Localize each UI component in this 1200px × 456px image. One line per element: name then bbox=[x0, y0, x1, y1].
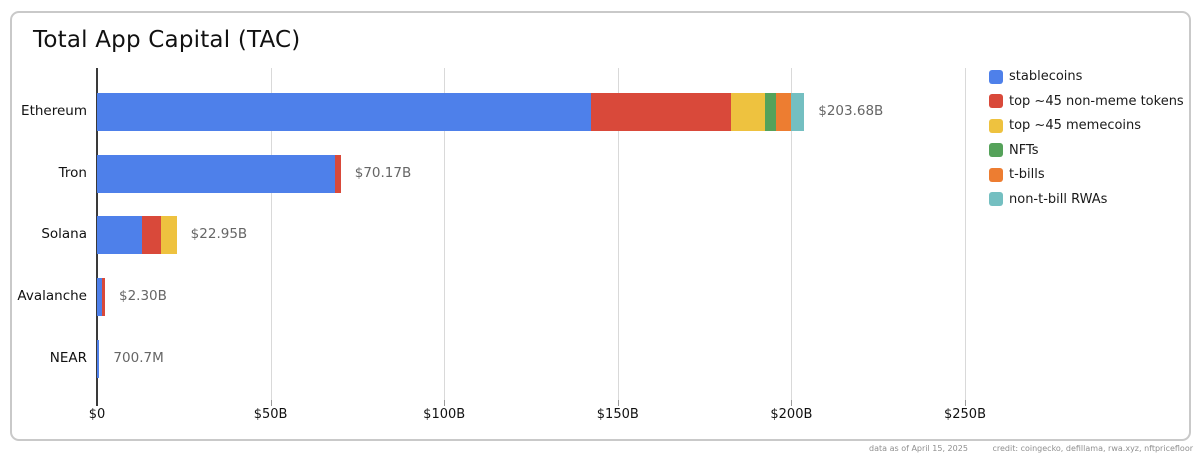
bar-segment-top-45-memecoins bbox=[730, 93, 765, 131]
bar-segment-top-45-non-meme-tokens bbox=[102, 278, 105, 317]
legend-swatch bbox=[989, 118, 1003, 133]
bar-value-label: $2.30B bbox=[118, 288, 167, 305]
legend-swatch bbox=[989, 192, 1003, 206]
row-label-avalanche: Avalanche bbox=[17, 288, 87, 305]
x-tick-label: $200B bbox=[770, 407, 813, 422]
gridline bbox=[617, 68, 619, 400]
legend-swatch bbox=[989, 143, 1003, 157]
x-axis-tick bbox=[617, 400, 619, 406]
legend-label: non-t-bill RWAs bbox=[1009, 191, 1108, 207]
gridline bbox=[444, 68, 446, 400]
bar-segment-stablecoins bbox=[97, 278, 103, 317]
x-axis-tick bbox=[270, 400, 272, 406]
gridline bbox=[270, 68, 272, 400]
x-tick-label: $100B bbox=[423, 407, 466, 422]
bar-segment-nfts bbox=[765, 93, 777, 131]
bar-value-label: $203.68B bbox=[818, 103, 884, 119]
bar-segment-top-45-non-meme-tokens bbox=[591, 93, 731, 131]
legend-label: stablecoins bbox=[1009, 69, 1083, 84]
bar-segment-stablecoins bbox=[97, 154, 335, 193]
bar-segment-stablecoins bbox=[97, 216, 143, 255]
legend-label: NFTs bbox=[1009, 142, 1039, 158]
legend-item-t-bills: t-bills bbox=[989, 167, 1045, 182]
legend-swatch bbox=[989, 69, 1003, 84]
legend-item-stablecoins: stablecoins bbox=[989, 69, 1082, 84]
bar-value-label: $70.17B bbox=[354, 164, 412, 181]
legend-label: t-bills bbox=[1009, 167, 1045, 182]
bar-segment-top-45-non-meme-tokens bbox=[334, 154, 341, 193]
footer-credit: credit: coingecko, defillama, rwa.xyz, n… bbox=[992, 444, 1193, 453]
x-axis-tick bbox=[965, 400, 966, 406]
legend-item-nfts: NFTs bbox=[989, 143, 1039, 158]
x-tick-label: $50B bbox=[253, 407, 288, 422]
bar-value-label: 700.7M bbox=[113, 349, 164, 366]
legend-item-top-45-non-meme-tokens: top ~45 non-meme tokens bbox=[989, 94, 1184, 109]
legend-swatch bbox=[989, 94, 1003, 108]
legend-swatch bbox=[989, 167, 1003, 182]
footer-data-as-of: data as of April 15, 2025 bbox=[869, 444, 968, 453]
legend-label: top ~45 non-meme tokens bbox=[1009, 93, 1184, 109]
bar-segment-top-45-memecoins bbox=[160, 216, 177, 255]
bar-segment-stablecoins bbox=[97, 93, 592, 131]
gridline bbox=[791, 68, 793, 400]
bar-value-label: $22.95B bbox=[190, 226, 248, 243]
row-label-ethereum: Ethereum bbox=[21, 103, 87, 119]
bar-segment-non-t-bill-rwas bbox=[791, 93, 805, 131]
x-tick-label: $250B bbox=[943, 407, 987, 422]
row-label-solana: Solana bbox=[41, 226, 87, 243]
gridline bbox=[965, 68, 966, 400]
legend-label: top ~45 memecoins bbox=[1009, 118, 1142, 133]
legend-item-top-45-memecoins: top ~45 memecoins bbox=[989, 118, 1141, 133]
bar-segment-stablecoins bbox=[97, 339, 100, 378]
x-tick-label: $150B bbox=[596, 407, 639, 422]
bar-segment-top-45-non-meme-tokens bbox=[142, 216, 161, 255]
row-label-tron: Tron bbox=[58, 164, 87, 181]
bar-segment-t-bills bbox=[776, 93, 792, 131]
x-tick-label: $0 bbox=[88, 407, 106, 422]
x-axis-tick bbox=[444, 400, 446, 406]
x-axis-tick bbox=[791, 400, 793, 406]
legend-item-non-t-bill-rwas: non-t-bill RWAs bbox=[989, 192, 1107, 207]
row-label-near: NEAR bbox=[49, 349, 87, 366]
chart-title: Total App Capital (TAC) bbox=[33, 27, 301, 53]
footer-credits: data as of April 15, 2025 credit: coinge… bbox=[847, 444, 1193, 453]
